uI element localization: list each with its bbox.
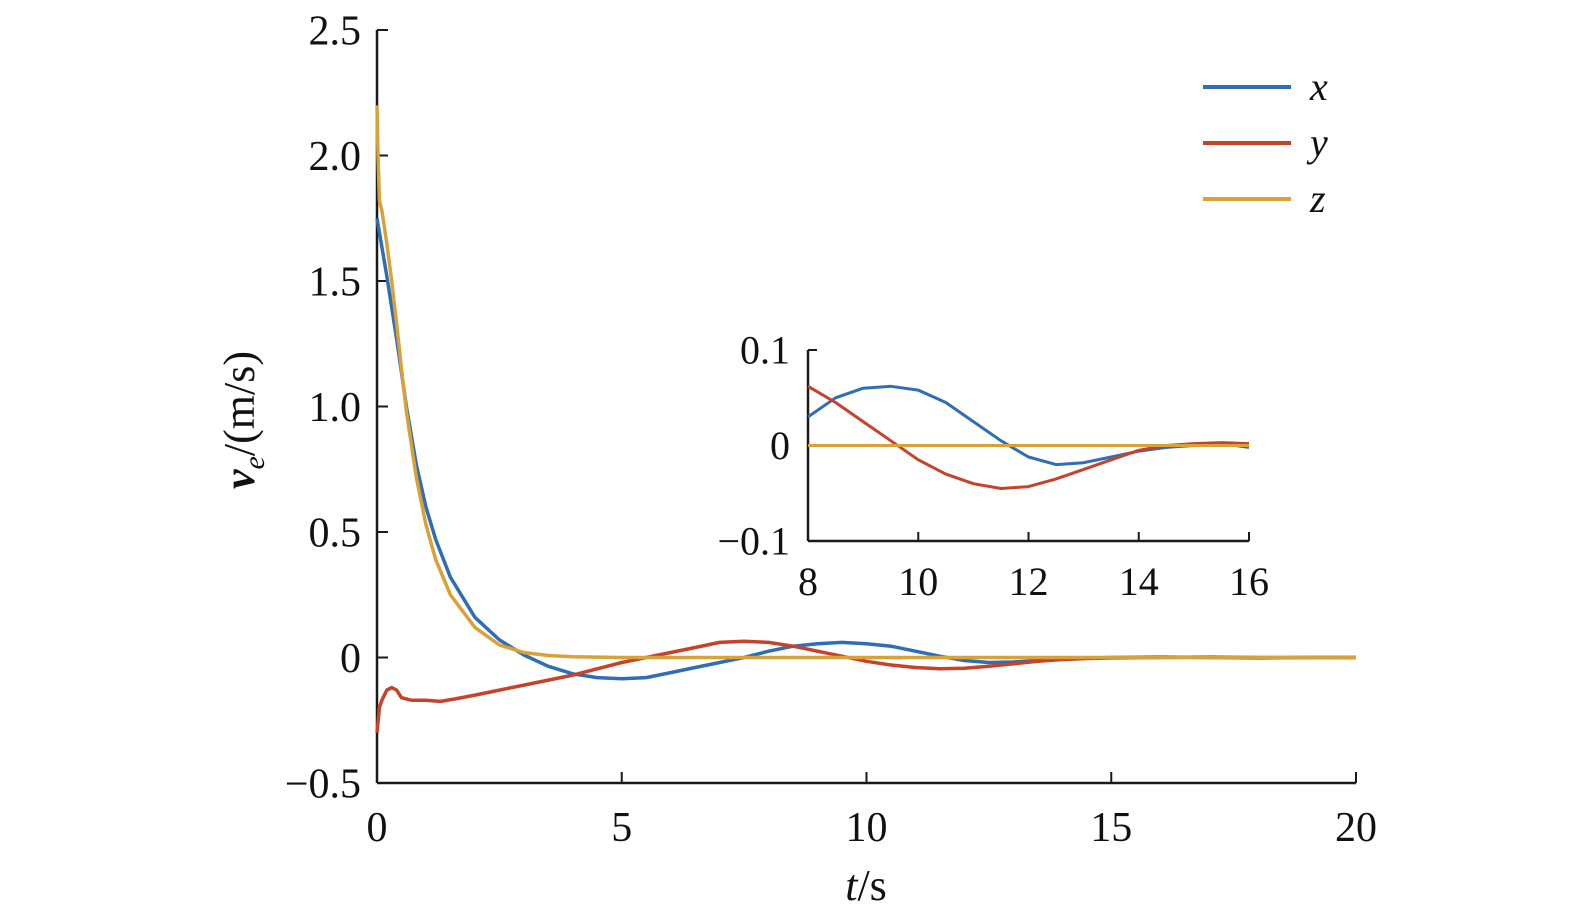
y-tick-label: 2.5 (309, 8, 362, 54)
legend-label-y: y (1306, 120, 1328, 165)
inset-x-tick-label: 10 (898, 559, 938, 604)
inset-y-tick-label: 0 (770, 423, 790, 468)
x-tick-label: 20 (1335, 805, 1377, 851)
legend: xyz (1203, 64, 1328, 221)
y-axis-unit: /(m/s) (215, 351, 264, 456)
y-axis-subscript: e (238, 456, 271, 469)
y-tick-label: 1.5 (309, 259, 362, 305)
x-axis-var: t (845, 861, 859, 910)
series-x-line (375, 218, 1356, 681)
x-axis-unit: /s (857, 861, 886, 910)
inset-x-tick-label: 12 (1009, 559, 1049, 604)
y-tick-label: 0.5 (309, 510, 362, 556)
x-tick-label: 15 (1090, 805, 1132, 851)
inset-plot: −0.1 0 0.1 8 10 12 14 16 (717, 328, 1269, 604)
inset-x-tick-label: 14 (1119, 559, 1159, 604)
inset-y-tick-label: −0.1 (717, 519, 790, 564)
inset-x-tick-label: 16 (1229, 559, 1269, 604)
inset-x-tick-label: 8 (798, 559, 818, 604)
x-tick-label: 0 (367, 805, 388, 851)
x-tick-label: 10 (846, 805, 888, 851)
series-y-line (375, 639, 1356, 733)
inset-series-x-line (807, 384, 1250, 467)
legend-label-z: z (1309, 176, 1326, 221)
y-axis-var: v (215, 469, 264, 489)
inset-y-tick-label: 0.1 (740, 328, 790, 373)
series-z-line (375, 105, 1356, 660)
x-axis-title: t/s (845, 861, 887, 910)
y-tick-label: 0 (340, 636, 361, 682)
legend-label-x: x (1309, 64, 1328, 109)
y-tick-label: −0.5 (285, 761, 361, 807)
y-axis-title: ve/(m/s) (215, 351, 271, 489)
main-plot: −0.500.51.01.52.02.50 5 10 15 20 (285, 8, 1377, 851)
y-tick-label: 1.0 (309, 385, 362, 431)
inset-series-y-line (807, 385, 1250, 490)
y-tick-label: 2.0 (309, 134, 362, 180)
x-tick-label: 5 (611, 805, 632, 851)
